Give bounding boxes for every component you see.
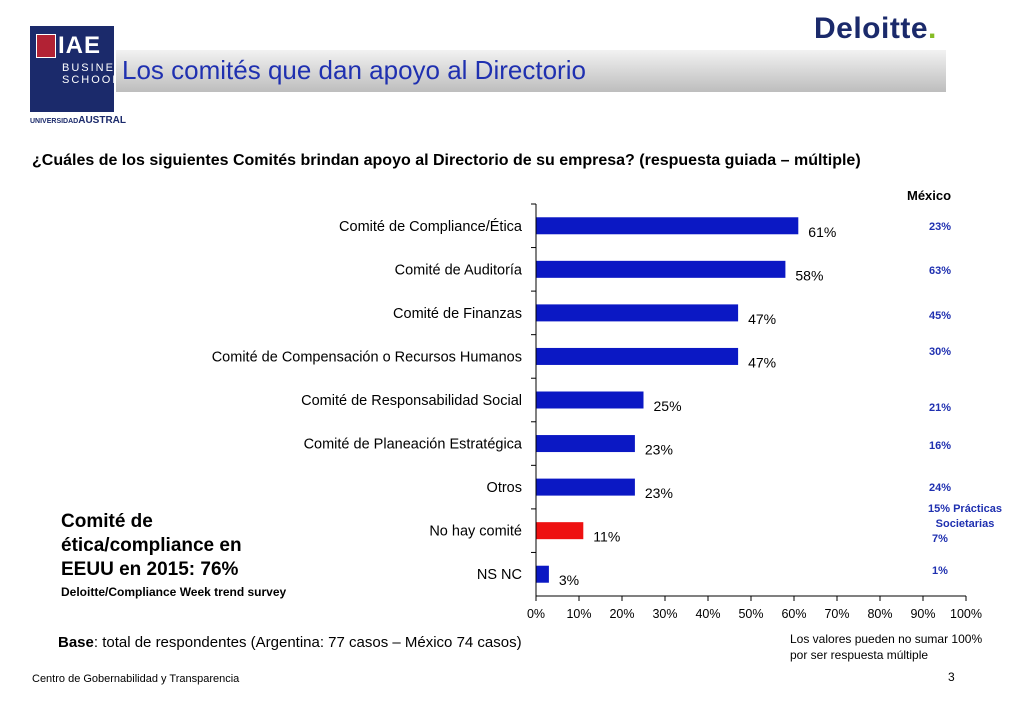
shield-icon [36,34,56,58]
mexico-header: México [907,188,952,203]
x-tick-label: 40% [695,607,720,621]
title-bar [116,50,946,92]
category-label: Comité de Responsabilidad Social [301,393,522,409]
callout-source: Deloitte/Compliance Week trend survey [61,585,287,599]
base-label: Base [58,634,94,651]
x-tick-label: 20% [609,607,634,621]
value-label: 47% [748,354,776,370]
category-labels: Comité de Compliance/Ética Comité de Audi… [212,218,523,583]
mexico-value: 63% [929,265,952,277]
mexico-value: 7% [932,533,948,545]
austral-logo: UNIVERSIDADAUSTRAL [30,115,126,126]
iae-logo-text: IAE [58,32,102,59]
bars [536,217,799,583]
iae-logo: IAE BUSINESS SCHOOL [30,26,132,112]
mexico-value: 30% [929,346,952,358]
base-text: : total de respondentes (Argentina: 77 c… [93,634,522,651]
mexico-value: 24% [929,482,952,494]
mexico-note-line2: Societarias [935,518,995,530]
mexico-note: 15% Prácticas Societarias [928,502,1002,532]
iae-logo-line2: BUSINESS [62,62,134,74]
page-number: 3 [948,670,955,684]
callout-line3: EEUU en 2015: 76% [61,559,239,580]
category-label: No hay comité [429,524,522,540]
x-tick-label: 30% [652,607,677,621]
mexico-value: 21% [929,402,952,414]
category-label: Comité de Planeación Estratégica [304,437,523,453]
value-label: 25% [654,398,682,414]
deloitte-logo-dot: . [928,12,937,45]
category-label: Comité de Finanzas [393,306,522,322]
bar [536,435,635,453]
mexico-value: 23% [929,221,952,233]
bar [536,391,644,409]
category-label: Comité de Compliance/Ética [339,218,523,235]
page-title: Los comités que dan apoyo al Directorio [122,55,586,85]
category-label: Comité de Compensación o Recursos Humano… [212,349,522,365]
x-tick-label: 0% [527,607,545,621]
bar [536,260,786,278]
callout-line2: ética/compliance en [61,535,242,556]
x-tick-label: 10% [566,607,591,621]
iae-logo-line3: SCHOOL [62,74,121,86]
sum-note-line2: por ser respuesta múltiple [790,648,929,662]
callout-line1: Comité de [61,511,153,532]
x-tick-label: 50% [738,607,763,621]
bar [536,478,635,496]
x-tick-label: 60% [781,607,806,621]
deloitte-logo: Deloitte. [814,12,937,46]
value-label: 61% [808,224,836,240]
value-label: 47% [748,311,776,327]
bar [536,522,584,540]
value-label: 11% [593,529,620,545]
x-tick-label: 90% [910,607,935,621]
value-label: 3% [559,572,579,588]
value-label: 23% [645,442,673,458]
base-note: Base: total de respondentes (Argentina: … [58,634,522,651]
x-tick-label: 80% [867,607,892,621]
value-label: 23% [645,485,673,501]
bar [536,565,549,583]
category-label: Comité de Auditoría [395,262,523,278]
austral-logo-small: UNIVERSIDAD [30,118,79,125]
iae-logo-subtext: BUSINESS SCHOOL [62,62,134,86]
value-label: 58% [795,267,823,283]
eeuu-callout: Comité de ética/compliance en EEUU en 20… [61,510,242,582]
bar [536,217,799,235]
mexico-value: 16% [929,440,952,452]
x-tick-label: 70% [824,607,849,621]
bar [536,347,739,365]
deloitte-logo-text: Deloitte [814,12,929,45]
axes: 0% 10% 20% 30% 40% 50% 60% 70% 80% 90% 100% [527,203,982,621]
x-tick-label: 100% [950,607,982,621]
mexico-value: 1% [932,565,948,577]
sum-note-line1: Los valores pueden no sumar 100% [790,632,983,646]
survey-question: ¿Cuáles de los siguientes Comités brinda… [32,152,861,169]
category-label: Otros [487,480,522,496]
austral-logo-big: AUSTRAL [78,115,127,126]
mexico-value: 45% [929,310,952,322]
bar [536,304,739,322]
footer-text: Centro de Gobernabilidad y Transparencia [32,673,240,685]
category-label: NS NC [477,567,522,583]
mexico-note-line1: 15% Prácticas [928,503,1002,515]
sum-note: Los valores pueden no sumar 100% por ser… [790,631,982,663]
value-labels: 61% 58% 47% 47% 25% 23% 23% 11% 3% [559,224,836,588]
